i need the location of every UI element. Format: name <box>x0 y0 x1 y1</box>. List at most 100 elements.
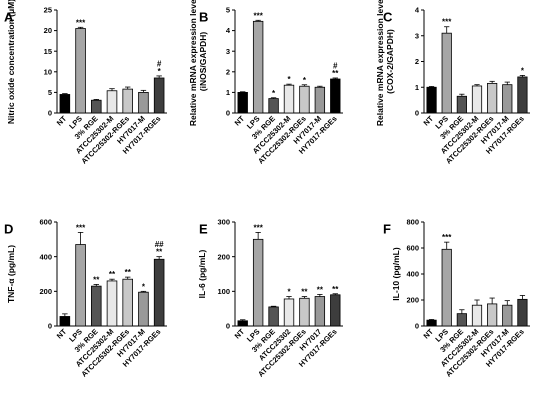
bar <box>106 90 118 114</box>
significance-label: * <box>303 76 307 85</box>
panel-label: E <box>199 222 208 237</box>
y-tick-label: 300 <box>217 218 230 227</box>
significance-label: *** <box>253 11 263 20</box>
bar <box>471 85 483 114</box>
significance-label: ** <box>109 270 116 279</box>
bar <box>75 28 86 114</box>
bar <box>487 82 498 114</box>
y-tick-label: 15 <box>44 47 52 56</box>
bar <box>299 85 310 114</box>
y-tick-label: 0 <box>415 322 419 331</box>
bar <box>106 280 118 327</box>
y-tick-label: 200 <box>406 296 419 305</box>
significance-label: *** <box>76 223 86 232</box>
bar <box>75 244 86 327</box>
bar <box>91 99 102 114</box>
significance-label: * <box>287 75 291 84</box>
y-tick-label: 0 <box>415 109 419 118</box>
bar <box>441 32 452 114</box>
y-tick-label: 0 <box>226 109 230 118</box>
significance-label: *** <box>442 233 452 242</box>
bar <box>471 304 483 327</box>
y-tick-label: 600 <box>406 244 419 253</box>
panel-label: D <box>4 222 13 237</box>
bar <box>237 320 248 327</box>
bar <box>502 84 513 114</box>
significance-label: ** <box>317 285 324 294</box>
panel-label: F <box>383 222 391 237</box>
y-tick-label: 20 <box>44 26 52 35</box>
bar <box>426 319 437 327</box>
bar <box>299 297 310 327</box>
bar <box>252 238 264 327</box>
y-tick-label: 800 <box>406 218 419 227</box>
significance-label: *** <box>442 18 452 27</box>
y-tick-label: 4 <box>415 6 420 15</box>
bar <box>122 278 133 327</box>
y-tick-label: 2 <box>415 57 419 66</box>
significance-label: # <box>157 59 162 68</box>
bar <box>237 92 248 114</box>
bar <box>283 84 295 114</box>
significance-label: ** <box>125 268 132 277</box>
bar <box>487 303 498 327</box>
x-tick-label: NT <box>55 327 69 341</box>
bar <box>330 78 341 114</box>
y-tick-label: 200 <box>39 287 52 296</box>
significance-label: ** <box>332 285 339 294</box>
y-tick-label: 5 <box>226 6 230 15</box>
bar <box>91 285 102 327</box>
y-tick-label: 10 <box>44 67 52 76</box>
y-axis-label: Relative mRNA expression level <box>375 0 385 126</box>
y-tick-label: 0 <box>226 322 230 331</box>
y-tick-label: 100 <box>217 287 230 296</box>
bar <box>283 298 295 327</box>
y-tick-label: 4 <box>226 26 231 35</box>
panel-label: C <box>383 10 393 25</box>
y-tick-label: 2 <box>226 67 230 76</box>
bar <box>517 76 528 114</box>
y-tick-label: 400 <box>406 270 419 279</box>
y-tick-label: 25 <box>44 6 52 15</box>
bar <box>502 304 513 327</box>
significance-label: *** <box>253 223 263 232</box>
significance-label: ** <box>93 275 100 284</box>
significance-label: * <box>272 89 276 98</box>
bar <box>59 94 71 114</box>
significance-label: * <box>521 66 525 75</box>
significance-label: * <box>158 67 162 76</box>
y-tick-label: 200 <box>217 252 230 261</box>
bar <box>314 86 326 114</box>
y-axis-label: TNF-α (pg/mL) <box>6 245 16 303</box>
panel-label: A <box>4 10 14 25</box>
y-tick-label: 0 <box>48 322 52 331</box>
bar <box>122 88 133 114</box>
bar <box>330 294 341 327</box>
significance-label: * <box>287 288 291 297</box>
y-tick-label: 0 <box>48 109 52 118</box>
bar <box>441 248 452 327</box>
y-axis-label: (COX-2/GAPDH) <box>385 29 395 94</box>
bar <box>138 291 149 327</box>
significance-label: * <box>142 282 146 291</box>
bar <box>268 306 279 327</box>
y-tick-label: 3 <box>226 47 230 56</box>
x-tick-label: NT <box>233 327 247 341</box>
y-axis-label: IL-6 (pg/mL) <box>197 250 207 299</box>
x-tick-label: NT <box>55 114 69 128</box>
bar <box>314 296 326 327</box>
y-tick-label: 3 <box>415 31 419 40</box>
y-axis-label: Nitric oxide concentration (μM) <box>6 0 16 124</box>
bar <box>153 77 165 114</box>
y-axis-label: Relative mRNA expression level <box>188 0 198 126</box>
panel-label: B <box>199 10 208 25</box>
bar <box>426 86 437 114</box>
significance-label: ## <box>155 240 164 249</box>
y-axis-label: (iNOS/GAPDH) <box>198 32 208 92</box>
y-tick-label: 1 <box>415 83 419 92</box>
